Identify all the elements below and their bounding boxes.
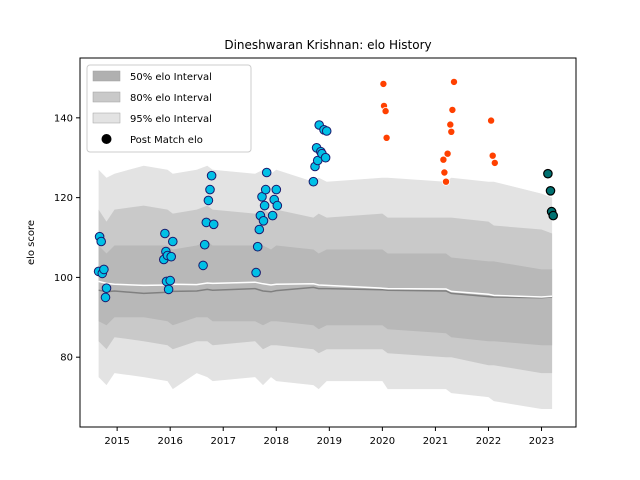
post-match-point [260,184,271,195]
post-match-point [165,275,175,286]
post-match-point [100,292,111,303]
x-axis: 2015 2016 2017 2018 2019 2020 2021 2022 2023 [104,427,554,447]
median-elo-line [98,286,553,299]
post-match-point [198,260,208,271]
y-tick-label: 100 [54,273,73,284]
post-match-point [441,177,450,186]
post-match-point [251,267,261,278]
post-match-point [381,107,390,116]
legend-box [86,64,252,153]
x-tick-label: 2017 [211,436,236,447]
post-match-point [548,210,558,221]
post-match-point [443,149,452,158]
post-match-point [205,184,215,195]
post-match-point [320,152,331,163]
post-match-point [252,241,263,252]
post-match-point [261,167,272,178]
x-tick-label: 2022 [476,436,501,447]
post-match-point [308,176,319,187]
post-match-point [379,79,388,88]
legend-label: 50% elo Interval [130,72,212,83]
y-tick-label: 120 [54,193,73,204]
post-match-point [168,236,178,247]
x-tick-label: 2020 [370,436,395,447]
post-match-point [271,184,282,195]
plot-frame [79,57,577,428]
post-match-point [267,210,278,221]
legend-label: Post Match elo [130,135,203,146]
x-tick-label: 2021 [423,436,448,447]
legend-swatch [92,112,121,124]
chart-title: Dineshwaran Krishnan: elo History [224,38,431,52]
legend-marker [101,134,112,144]
post-match-point [272,200,283,211]
post-match-point [163,284,174,295]
post-match-point [487,116,496,125]
post-match-point [440,168,449,177]
y-tick-label: 140 [54,113,73,124]
post-match-point [447,127,456,136]
y-axis: 80 100 120 140 [54,113,80,364]
post-match-points [93,77,558,303]
post-match-point [258,216,269,226]
y-axis-label: elo score [26,220,37,265]
post-match-point [439,155,448,164]
post-match-point [206,170,217,181]
x-tick-label: 2019 [317,436,342,447]
legend-swatch [92,70,121,82]
y-tick-label: 80 [60,353,73,364]
post-match-point [199,239,210,250]
legend-label: 80% elo Interval [130,93,212,104]
post-match-point [446,120,455,129]
x-tick-label: 2018 [264,436,289,447]
post-match-point [254,224,265,235]
post-match-point [166,251,176,262]
post-match-point [488,151,497,160]
x-tick-label: 2015 [104,436,129,447]
legend-swatch [92,91,121,103]
post-match-point [99,264,109,275]
post-match-point [543,168,553,179]
post-match-point [382,133,391,142]
legend: 50% elo Interval 80% elo Interval 95% elo … [86,64,252,153]
band-50-interval [98,241,553,346]
post-match-point [101,283,112,294]
post-match-point [259,200,270,211]
x-tick-label: 2016 [157,436,182,447]
post-match-point [449,77,458,86]
x-tick-label: 2023 [529,436,554,447]
post-match-point [321,126,332,136]
post-match-point [545,186,556,196]
post-match-point [203,195,214,206]
legend-label: 95% elo Interval [130,114,212,125]
post-match-point [448,105,457,114]
post-match-point [160,228,170,239]
post-match-point [208,219,219,230]
post-match-point [490,158,499,167]
post-match-point [96,236,106,247]
